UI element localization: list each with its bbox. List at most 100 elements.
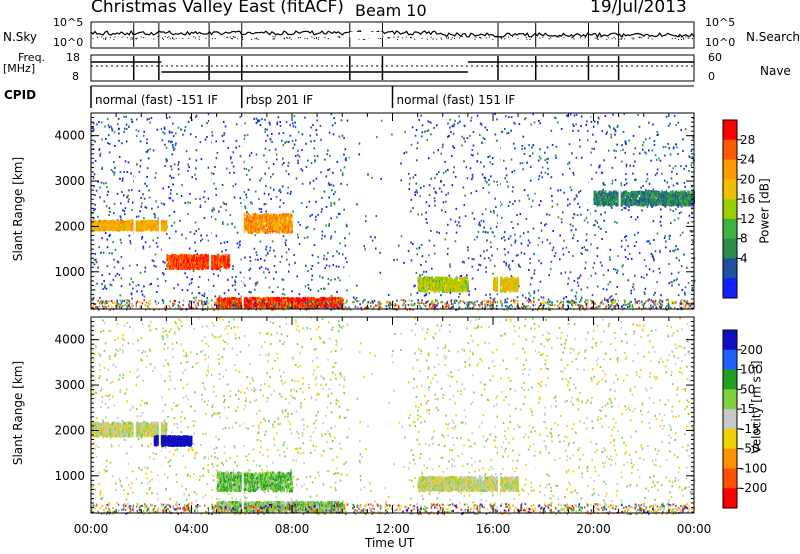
scatter-cell [519,162,522,165]
scatter-cell [269,246,272,249]
scatter-cell [128,198,130,201]
scatter-cell [274,148,277,151]
scatter-cell [421,273,424,276]
scatter-cell [435,191,437,194]
scatter-cell [580,288,583,291]
scatter-cell [504,253,506,256]
data-cell [268,224,271,228]
scatter-cell [641,148,644,151]
noise-dot [410,36,412,38]
scatter-cell [485,266,487,269]
scatter-cell [549,268,552,271]
scatter-cell [189,231,192,234]
scatter-cell [450,131,452,133]
scatter-cell [572,129,574,132]
scatter-cell [557,189,559,192]
scatter-cell [200,158,203,161]
noise-dot [214,38,216,40]
scatter-cell [573,234,575,237]
scatter-cell [297,159,299,162]
scatter-cell [193,296,195,299]
scatter-cell [222,201,225,204]
scatter-cell [496,214,499,217]
scatter-cell [100,300,102,303]
scatter-cell [412,207,414,210]
noise-dot [105,38,107,40]
scatter-cell [590,151,592,154]
scatter-cell [255,153,258,156]
noise-dot [441,38,443,40]
noise-dot [287,37,289,39]
scatter-cell [471,277,474,280]
scatter-cell [298,243,301,246]
scatter-cell [690,164,693,167]
scatter-cell [553,255,556,257]
scatter-cell [521,148,523,150]
scatter-cell [136,163,138,166]
scatter-cell [97,308,100,311]
scatter-cell [281,278,284,281]
scatter-cell [192,270,195,272]
scatter-cell [333,193,335,196]
scatter-cell [532,144,535,147]
scatter-cell [113,202,116,205]
scatter-cell [120,277,123,280]
scatter-cell [251,166,253,169]
scatter-cell [634,218,637,221]
noise-dot [525,36,527,38]
scatter-cell [291,290,293,293]
scatter-cell [276,158,278,161]
scatter-cell [160,128,162,130]
scatter-cell [108,151,111,154]
scatter-cell [243,167,245,170]
scatter-cell [336,250,338,253]
scatter-cell [177,168,180,171]
scatter-cell [691,230,693,233]
scatter-cell [690,150,693,152]
scatter-cell [654,154,657,157]
scatter-cell [338,265,340,268]
scatter-cell [567,282,569,285]
scatter-cell [648,149,650,152]
scatter-cell [562,247,564,250]
scatter-cell [283,162,285,164]
data-cell [261,221,264,225]
scatter-cell [327,252,329,254]
scatter-cell [547,298,550,301]
scatter-cell [116,260,119,263]
data-cell [254,212,256,216]
scatter-cell [677,153,679,155]
scatter-cell [330,237,332,240]
scatter-cell [672,184,675,187]
scatter-cell [103,182,105,185]
scatter-cell [409,210,412,213]
scatter-cell [504,239,506,242]
scatter-cell [557,216,560,219]
scatter-cell [337,276,339,279]
noise-dot [639,36,641,38]
scatter-cell [96,123,98,126]
scatter-cell [479,264,482,267]
scatter-cell [168,237,171,240]
scatter-cell [659,159,662,162]
scatter-cell [551,199,554,202]
scatter-cell [156,128,159,131]
scatter-cell [156,236,159,239]
scatter-cell [239,197,242,200]
scatter-cell [364,248,366,251]
scatter-cell [433,307,435,310]
scatter-cell [251,202,253,205]
scatter-cell [565,246,568,249]
noise-dot [683,37,685,39]
scatter-cell [310,126,312,129]
scatter-cell [522,168,524,171]
data-cell [225,264,227,268]
scatter-cell [199,141,202,144]
scatter-cell [616,143,618,146]
scatter-cell [533,269,536,272]
noise-dot [172,37,174,39]
scatter-cell [514,147,516,150]
scatter-cell [505,264,508,267]
scatter-cell [442,201,445,204]
scatter-cell [139,271,142,274]
